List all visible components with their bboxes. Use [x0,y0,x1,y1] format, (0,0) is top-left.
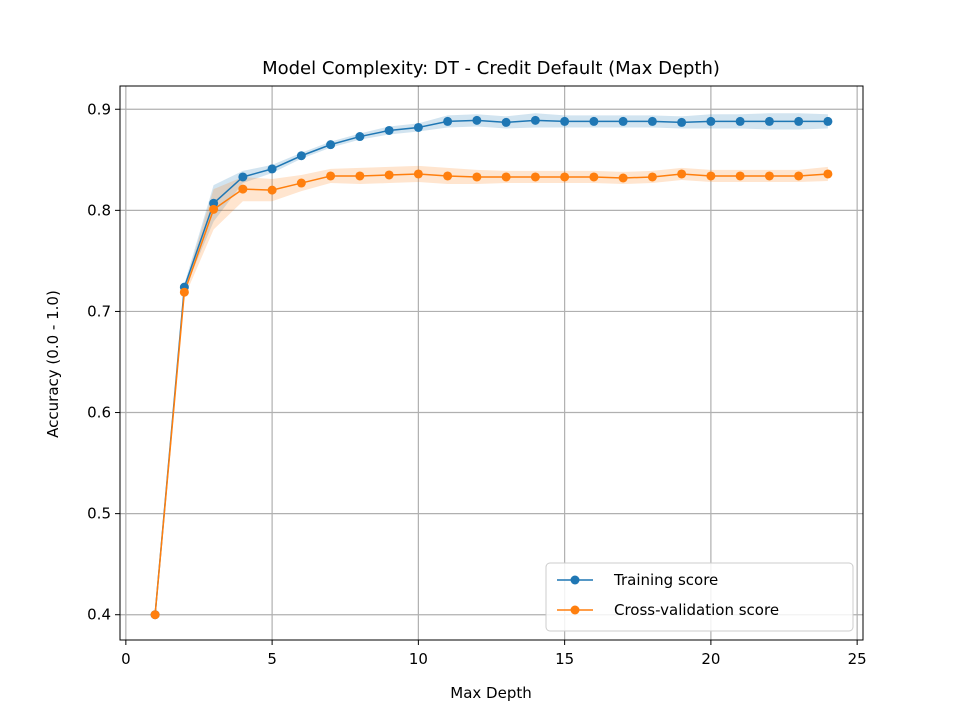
series-1-point [589,172,599,182]
series-0-point [326,140,336,150]
x-tick-label: 0 [121,650,131,668]
series-0-point [647,116,657,126]
x-tick-label: 15 [555,650,574,668]
confidence-bands [155,113,828,615]
series-1-band [155,165,828,615]
series-1-point [384,170,394,180]
series-0-point [238,172,248,182]
series-0-point [823,116,833,126]
legend-swatch-marker [570,575,580,585]
series-1-point [735,171,745,181]
x-tick-label: 20 [701,650,720,668]
x-axis-ticks: 0 5 10 15 20 25 [121,640,867,668]
series-1-point [677,169,687,179]
series-1-point [618,173,628,183]
series-1-point [238,184,248,194]
series-0-point [501,117,511,127]
series-points [150,115,833,620]
series-1-point [501,172,511,182]
y-tick-label: 0.5 [87,505,111,523]
series-1-line [154,173,828,615]
series-1-point [794,171,804,181]
series-0-point [296,151,306,161]
series-1-point [443,171,453,181]
x-tick-label: 10 [409,650,428,668]
series-0-point [413,122,423,132]
series-1-point [150,610,160,620]
series-1-point [296,178,306,188]
legend: Training score Cross-validation score [545,562,854,632]
legend-swatch-marker [570,605,580,615]
series-0-point [355,132,365,142]
series-0-point [589,116,599,126]
series-0-point [735,116,745,126]
y-tick-label: 0.6 [87,404,111,422]
legend-label: Training score [613,571,718,589]
series-0-point [764,116,774,126]
y-tick-label: 0.9 [87,100,111,118]
series-0-point [443,116,453,126]
series-0-point [677,117,687,127]
series-1-point [179,287,189,297]
series-0-point [618,116,628,126]
series-0-point [472,115,482,125]
y-tick-label: 0.8 [87,201,111,219]
series-0-point [560,116,570,126]
series-1-point [413,169,423,179]
chart-title: Model Complexity: DT - Credit Default (M… [262,58,720,79]
series-1-point [764,171,774,181]
series-1-point [706,171,716,181]
x-axis-label: Max Depth [450,684,531,702]
x-tick-label: 5 [267,650,277,668]
series-0-point [530,115,540,125]
series-0-point [384,125,394,135]
series-1-point [209,204,219,214]
x-tick-label: 25 [848,650,867,668]
series-1-point [472,172,482,182]
series-1-point [823,169,833,179]
grid-lines [120,86,863,640]
series-0-line [154,119,828,615]
y-tick-label: 0.4 [87,606,111,624]
series-1-point [326,171,336,181]
series-1-point [530,172,540,182]
y-axis-label: Accuracy (0.0 - 1.0) [44,290,62,438]
series-1-point [647,172,657,182]
plot-frame [119,85,864,641]
series-1-point [267,185,277,195]
series-1-point [355,171,365,181]
series-0-point [706,116,716,126]
series-lines [154,119,828,615]
series-0-point [267,164,277,174]
legend-box [545,562,854,632]
legend-label: Cross-validation score [614,601,779,619]
y-axis-ticks: 0.4 0.5 0.6 0.7 0.8 0.9 [87,100,120,624]
y-tick-label: 0.7 [87,302,111,320]
series-1-point [560,172,570,182]
series-0-point [794,116,804,126]
